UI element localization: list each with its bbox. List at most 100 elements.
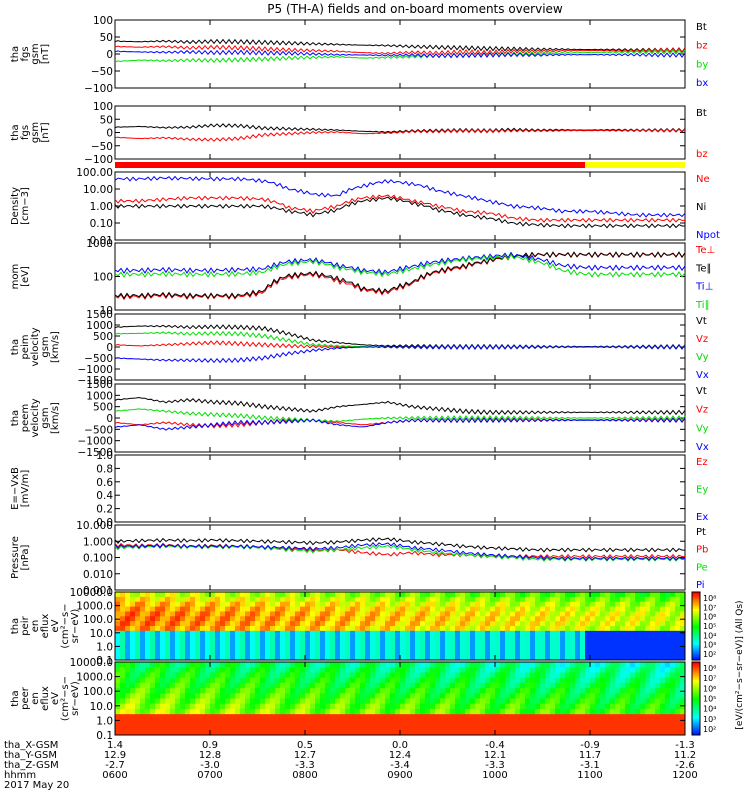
heatmap-cell [600,662,606,668]
heatmap-cell [465,616,471,622]
heatmap-cell [240,703,246,710]
heatmap-cell [680,682,686,689]
heatmap-cell [305,724,311,731]
heatmap-cell [545,667,551,673]
heatmap-cell [370,688,376,694]
heatmap-cell [270,645,276,651]
heatmap-cell [400,698,406,705]
heatmap-cell [490,635,496,642]
heatmap-cell [265,630,271,637]
heatmap-cell [275,635,281,642]
colorbar-cell [692,683,700,687]
heatmap-cell [580,714,586,720]
heatmap-cell [200,645,206,651]
heatmap-cell [265,606,271,612]
heatmap-cell [145,667,151,673]
heatmap-cell [220,682,226,689]
heatmap-cell [595,677,601,684]
heatmap-cell [265,596,271,603]
heatmap-cell [430,655,436,661]
heatmap-cell [645,630,651,637]
heatmap-cell [670,662,676,668]
colorbar-cell [692,703,700,707]
ephemeris-label: tha_Z-GSM [4,760,59,771]
y-axis-label: eV [50,692,61,705]
heatmap-cell [580,688,586,694]
heatmap-cell [525,714,531,720]
heatmap-cell [580,682,586,689]
heatmap-cell [435,708,441,715]
heatmap-cell [260,682,266,689]
legend-Ti∥: Ti∥ [695,300,710,311]
heatmap-cell [365,693,371,699]
heatmap-cell [580,708,586,715]
heatmap-cell [185,630,191,637]
heatmap-cell [645,677,651,684]
heatmap-cell [250,729,256,736]
heatmap-cell [540,611,546,617]
heatmap-cell [465,626,471,632]
heatmap-cell [215,672,221,679]
heatmap-cell [170,630,176,637]
heatmap-cell [275,640,281,646]
heatmap-cell [655,724,661,731]
heatmap-cell [275,626,281,632]
heatmap-cell [650,626,656,632]
heatmap-cell [475,655,481,661]
heatmap-cell [340,688,346,694]
heatmap-cell [390,729,396,736]
heatmap-cell [355,616,361,622]
heatmap-cell [230,714,236,720]
heatmap-cell [395,688,401,694]
heatmap-cell [310,616,316,622]
heatmap-cell [570,601,576,608]
heatmap-cell [190,719,196,726]
heatmap-cell [550,693,556,699]
series-bz [114,128,686,142]
heatmap-cell [160,714,166,720]
heatmap-cell [315,719,321,726]
heatmap-cell [270,626,276,632]
heatmap-cell [140,708,146,715]
heatmap-cell [565,662,571,668]
heatmap-cell [175,714,181,720]
heatmap-cell [200,662,206,668]
heatmap-cell [610,703,616,710]
heatmap-cell [445,621,451,627]
heatmap-cell [520,708,526,715]
heatmap-cell [250,616,256,622]
heatmap-cell [145,688,151,694]
heatmap-cell [155,655,161,661]
heatmap-cell [320,611,326,617]
heatmap-cell [250,714,256,720]
heatmap-cell [425,693,431,699]
heatmap-cell [455,650,461,656]
heatmap-cell [530,635,536,642]
heatmap-cell [510,626,516,632]
heatmap-cell [210,667,216,673]
heatmap-cell [500,645,506,651]
heatmap-cell [655,592,661,598]
heatmap-cell [655,606,661,612]
heatmap-cell [345,630,351,637]
heatmap-cell [655,714,661,720]
heatmap-cell [170,698,176,705]
heatmap-cell [675,667,681,673]
heatmap-cell [395,708,401,715]
heatmap-cell [155,719,161,726]
heatmap-cell [475,592,481,598]
heatmap-cell [205,708,211,715]
heatmap-cell [185,719,191,726]
heatmap-cell [660,635,666,642]
legend-Vz: Vz [696,405,708,416]
heatmap-cell [650,729,656,736]
heatmap-cell [390,708,396,715]
heatmap-cell [190,626,196,632]
heatmap-cell [365,592,371,598]
heatmap-cell [260,688,266,694]
heatmap-cell [120,682,126,689]
colorbar-cell [692,729,700,732]
heatmap-cell [340,672,346,679]
heatmap-cell [680,626,686,632]
heatmap-cell [285,719,291,726]
